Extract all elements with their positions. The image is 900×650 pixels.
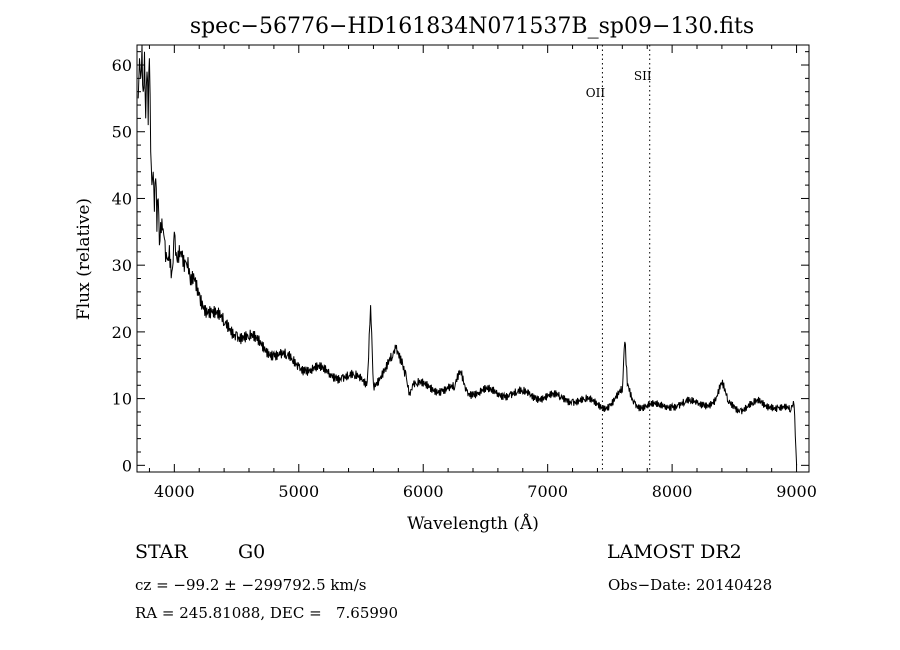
y-tick-label: 0 — [122, 456, 132, 475]
y-tick-label: 20 — [112, 323, 132, 342]
x-tick-label: 9000 — [776, 482, 817, 501]
annotation-label: OII — [586, 86, 606, 100]
subclass: G0 — [238, 541, 266, 563]
y-tick-label: 50 — [112, 123, 132, 142]
annotation-label: SII — [634, 69, 652, 83]
y-axis-label: Flux (relative) — [74, 198, 94, 320]
velocity-readout: cz = −99.2 ± −299792.5 km/s — [135, 576, 367, 594]
survey-name: LAMOST DR2 — [607, 541, 742, 563]
spectrum-line — [137, 44, 798, 466]
y-tick-label: 30 — [112, 256, 132, 275]
x-axis-ticks: 4000 5000 6000 7000 8000 9000 — [148, 45, 817, 501]
y-tick-label: 60 — [112, 56, 132, 75]
x-tick-label: 8000 — [652, 482, 693, 501]
y-tick-label: 40 — [112, 189, 132, 208]
x-tick-label: 4000 — [154, 482, 195, 501]
x-tick-label: 5000 — [278, 482, 319, 501]
spectrum-series — [137, 44, 798, 466]
x-axis-label: Wavelength (Å) — [407, 513, 539, 534]
coordinates-readout: RA = 245.81088, DEC = 7.65990 — [135, 604, 399, 622]
observation-date: Obs−Date: 20140428 — [608, 576, 773, 594]
x-tick-label: 7000 — [527, 482, 568, 501]
plot-frame — [136, 44, 810, 473]
line-annotations: OII SII — [586, 45, 652, 472]
y-axis-ticks: 0 10 20 30 40 50 60 — [112, 51, 809, 475]
object-class: STAR — [135, 541, 188, 563]
chart-title: spec−56776−HD161834N071537B_sp09−130.fit… — [190, 14, 754, 39]
y-tick-label: 10 — [112, 390, 132, 409]
x-tick-label: 6000 — [403, 482, 444, 501]
